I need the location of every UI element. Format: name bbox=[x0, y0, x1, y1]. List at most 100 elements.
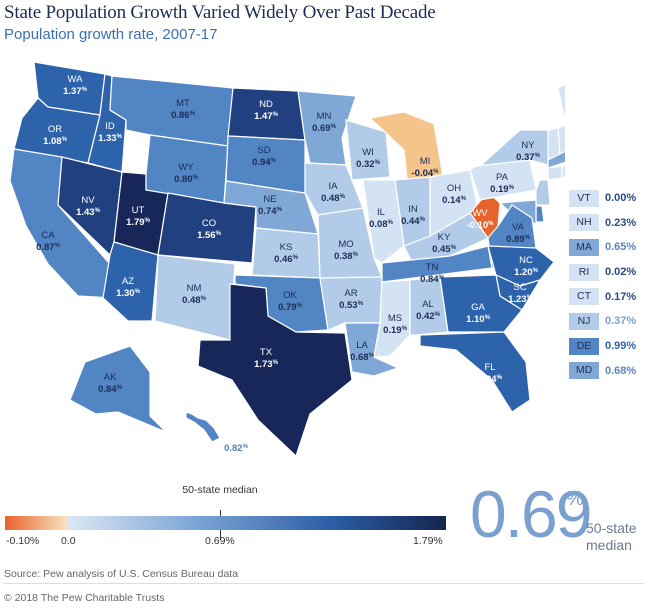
state-value-ca: 0.87% bbox=[36, 242, 61, 253]
state-code-sc: SC bbox=[513, 282, 526, 293]
state-code-in: IN bbox=[408, 204, 418, 215]
state-value-oh: 0.14% bbox=[442, 195, 467, 206]
state-value-in: 0.44% bbox=[401, 216, 426, 227]
small-state-value-ma: 0.65% bbox=[605, 241, 637, 254]
state-value-sd: 0.94% bbox=[252, 157, 277, 168]
state-value-ms: 0.19% bbox=[383, 325, 408, 336]
state-value-fl: 1.34% bbox=[478, 374, 503, 385]
state-code-nm: NM bbox=[187, 283, 202, 294]
big-median-caption-line-2: median bbox=[586, 537, 632, 553]
small-state-value-md: 0.68% bbox=[605, 364, 637, 377]
state-value-wv: -0.10% bbox=[467, 220, 495, 231]
state-value-la: 0.68% bbox=[350, 352, 375, 363]
state-value-ak: 0.84% bbox=[98, 384, 123, 395]
copyright-note: © 2018 The Pew Charitable Trusts bbox=[4, 592, 165, 604]
state-value-mt: 0.86% bbox=[171, 110, 196, 121]
state-shape-ak bbox=[69, 345, 167, 433]
big-median-caption: 50-state median bbox=[586, 520, 637, 554]
legend-color-bar bbox=[5, 516, 446, 530]
source-note: Source: Pew analysis of U.S. Census Bure… bbox=[4, 568, 239, 580]
state-code-ga: GA bbox=[471, 302, 485, 313]
legend-zero-label: 0.0 bbox=[61, 535, 76, 547]
state-code-al: AL bbox=[422, 299, 434, 310]
small-state-code-ri: RI bbox=[569, 263, 599, 281]
state-value-ok: 0.79% bbox=[278, 302, 303, 313]
state-shape-co bbox=[157, 192, 257, 264]
state-code-ia: IA bbox=[329, 181, 339, 192]
state-code-ne: NE bbox=[263, 194, 276, 205]
state-value-ny: 0.37% bbox=[516, 152, 541, 163]
state-code-wi: WI bbox=[362, 147, 374, 158]
state-shape-wi bbox=[345, 119, 391, 181]
state-code-id: ID bbox=[105, 121, 115, 132]
state-value-nd: 1.47% bbox=[254, 111, 279, 122]
big-median-value: 0.69 bbox=[470, 477, 592, 551]
state-code-ny: NY bbox=[521, 140, 535, 151]
state-code-mi: MI bbox=[420, 156, 431, 167]
state-shape-pa bbox=[469, 159, 537, 201]
state-value-ar: 0.53% bbox=[339, 300, 364, 311]
state-value-az: 1.30% bbox=[116, 288, 141, 299]
small-state-code-nh: NH bbox=[569, 214, 599, 232]
small-state-row-vt: VT 0.00% bbox=[569, 188, 645, 208]
small-state-row-ma: MA 0.65% bbox=[569, 237, 645, 257]
state-shape-nh bbox=[557, 124, 565, 157]
state-value-tn: 0.84% bbox=[420, 274, 445, 285]
small-state-code-nj: NJ bbox=[569, 312, 599, 330]
state-code-nv: NV bbox=[81, 195, 95, 206]
state-value-or: 1.08% bbox=[43, 136, 68, 147]
state-code-il: IL bbox=[377, 207, 385, 218]
state-code-ca: CA bbox=[41, 230, 55, 241]
state-shape-tx bbox=[197, 283, 353, 458]
small-state-value-vt: 0.00% bbox=[605, 192, 637, 204]
state-code-az: AZ bbox=[122, 276, 134, 287]
state-shape-il bbox=[362, 179, 405, 264]
legend-negative-segment bbox=[5, 516, 67, 530]
state-shape-ri bbox=[561, 165, 565, 179]
state-code-mt: MT bbox=[176, 98, 190, 109]
state-code-ky: KY bbox=[438, 232, 451, 243]
small-state-row-ri: RI 0.02% bbox=[569, 262, 645, 282]
state-value-ut: 1.79% bbox=[126, 217, 151, 228]
state-shape-al bbox=[409, 276, 449, 336]
state-shape-de bbox=[535, 205, 545, 223]
state-shape-ga bbox=[439, 274, 523, 333]
small-states-legend: VT 0.00% NH 0.23% MA 0.65% RI 0.02% CT 0.17% NJ 0.3… bbox=[569, 188, 645, 386]
state-shape-ks bbox=[251, 227, 321, 279]
legend-median-value-label: 0.69% bbox=[205, 535, 235, 547]
state-shape-hi bbox=[185, 411, 221, 443]
state-value-nv: 1.43% bbox=[76, 207, 101, 218]
small-state-code-vt: VT bbox=[569, 189, 599, 207]
small-state-code-ma: MA bbox=[569, 238, 599, 256]
state-shape-mo bbox=[317, 207, 383, 279]
state-code-oh: OH bbox=[447, 183, 461, 194]
state-value-ne: 0.74% bbox=[258, 206, 283, 217]
state-code-ks: KS bbox=[280, 242, 293, 253]
state-shape-ny bbox=[475, 129, 549, 167]
state-value-il: 0.08% bbox=[369, 219, 394, 230]
small-state-row-de: DE 0.99% bbox=[569, 336, 645, 356]
state-shape-me bbox=[557, 83, 565, 124]
small-state-row-nh: NH 0.23% bbox=[569, 213, 645, 233]
state-code-fl: FL bbox=[484, 362, 495, 373]
state-shape-fl bbox=[419, 331, 531, 413]
state-value-mi: -0.04% bbox=[412, 168, 440, 179]
small-state-value-nh: 0.23% bbox=[605, 216, 637, 229]
state-value-pa: 0.19% bbox=[490, 184, 515, 195]
state-code-mn: MN bbox=[317, 111, 332, 122]
state-code-wa: WA bbox=[68, 74, 84, 85]
state-code-ar: AR bbox=[344, 288, 357, 299]
big-median-unit: % bbox=[566, 488, 584, 510]
state-code-nd: ND bbox=[259, 99, 273, 110]
small-state-code-md: MD bbox=[569, 362, 599, 380]
state-code-pa: PA bbox=[496, 172, 509, 183]
chart-subtitle: Population growth rate, 2007-17 bbox=[4, 26, 218, 43]
us-choropleth-map: WA1.37%OR1.08%CA0.87%ID1.33%NV1.43% UT1.7… bbox=[9, 61, 565, 458]
state-value-al: 0.42% bbox=[416, 311, 441, 322]
state-code-la: LA bbox=[356, 340, 368, 351]
legend-median-label: 50-state median bbox=[182, 484, 258, 496]
small-state-row-nj: NJ 0.37% bbox=[569, 311, 645, 331]
state-code-nc: NC bbox=[519, 255, 533, 266]
state-value-mo: 0.38% bbox=[334, 251, 359, 262]
small-state-value-nj: 0.37% bbox=[605, 315, 637, 328]
